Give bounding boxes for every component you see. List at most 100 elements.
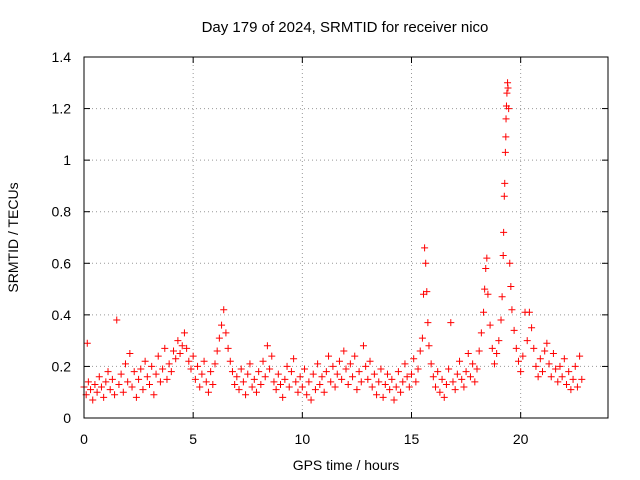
data-point xyxy=(191,375,199,383)
data-point xyxy=(156,378,164,386)
data-point xyxy=(135,375,143,383)
data-point xyxy=(148,362,156,370)
y-tick-label: 1.2 xyxy=(52,101,72,117)
y-axis-label: SRMTID / TECUs xyxy=(5,182,21,292)
data-point xyxy=(453,370,461,378)
data-point xyxy=(506,259,514,267)
data-point xyxy=(539,368,546,376)
data-point xyxy=(418,334,426,342)
data-point xyxy=(532,362,540,370)
data-point xyxy=(124,378,132,386)
data-point xyxy=(425,342,433,350)
data-points xyxy=(80,79,586,404)
data-point xyxy=(397,388,405,396)
data-point xyxy=(424,319,432,327)
data-point xyxy=(213,347,221,355)
data-point xyxy=(270,378,278,386)
data-point xyxy=(500,228,508,236)
data-point xyxy=(187,365,195,373)
data-point xyxy=(447,319,455,327)
data-point xyxy=(399,378,407,386)
data-point xyxy=(383,370,391,378)
data-point xyxy=(200,357,208,365)
data-point xyxy=(379,393,387,401)
data-point xyxy=(563,380,571,388)
data-point xyxy=(83,339,91,347)
data-point xyxy=(560,355,568,363)
data-point xyxy=(471,378,479,386)
data-point xyxy=(87,386,95,394)
data-point xyxy=(547,373,555,381)
data-point xyxy=(318,373,326,381)
data-point xyxy=(331,383,339,391)
data-point xyxy=(117,370,125,378)
data-point xyxy=(375,378,383,386)
data-point xyxy=(578,375,586,383)
data-point xyxy=(215,334,223,342)
data-point xyxy=(252,388,260,396)
x-tick-label: 0 xyxy=(80,431,88,447)
data-point xyxy=(97,383,105,391)
data-point xyxy=(329,362,337,370)
data-point xyxy=(281,375,289,383)
data-point xyxy=(500,192,508,200)
data-point xyxy=(436,388,444,396)
data-point xyxy=(111,391,119,399)
data-point xyxy=(183,344,191,352)
data-point xyxy=(235,386,243,394)
data-point xyxy=(528,324,536,332)
data-point xyxy=(410,355,418,363)
data-point xyxy=(189,352,197,360)
data-point xyxy=(104,368,112,376)
data-point xyxy=(279,393,287,401)
data-point xyxy=(357,378,365,386)
data-point xyxy=(298,383,306,391)
x-tick-label: 10 xyxy=(295,431,311,447)
data-point xyxy=(364,375,372,383)
data-point xyxy=(571,362,579,370)
data-point xyxy=(505,105,513,113)
data-point xyxy=(464,350,472,358)
data-point xyxy=(119,388,127,396)
y-tick-label: 0.6 xyxy=(52,255,72,271)
data-point xyxy=(126,350,134,358)
data-point xyxy=(209,380,217,388)
data-point xyxy=(517,368,525,376)
data-point xyxy=(132,393,140,401)
data-point xyxy=(185,357,193,365)
data-point xyxy=(462,368,470,376)
data-point xyxy=(222,329,230,337)
data-point xyxy=(502,133,510,141)
data-point xyxy=(355,368,363,376)
data-point xyxy=(525,308,533,316)
data-point xyxy=(294,388,302,396)
data-point xyxy=(552,365,560,373)
data-point xyxy=(486,321,494,329)
data-point xyxy=(143,373,151,381)
data-point xyxy=(108,375,116,383)
data-point xyxy=(296,373,304,381)
plot-frame xyxy=(83,56,609,419)
data-point xyxy=(482,264,490,272)
y-tick-label: 0 xyxy=(63,410,71,426)
data-point xyxy=(501,179,509,187)
data-point xyxy=(344,380,352,388)
data-point xyxy=(89,396,97,404)
data-point xyxy=(388,375,396,383)
data-point xyxy=(316,380,324,388)
data-point xyxy=(440,393,448,401)
data-point xyxy=(159,365,167,373)
data-point xyxy=(390,396,398,404)
data-point xyxy=(274,370,282,378)
data-point xyxy=(421,244,429,252)
data-point xyxy=(327,378,335,386)
data-point xyxy=(510,326,518,334)
data-point xyxy=(514,357,522,365)
data-point xyxy=(530,344,538,352)
data-point xyxy=(497,316,505,324)
data-point xyxy=(311,386,319,394)
chart-title: Day 179 of 2024, SRMTID for receiver nic… xyxy=(202,19,489,36)
x-tick-label: 5 xyxy=(189,431,197,447)
data-point xyxy=(481,285,489,293)
data-point xyxy=(226,357,234,365)
